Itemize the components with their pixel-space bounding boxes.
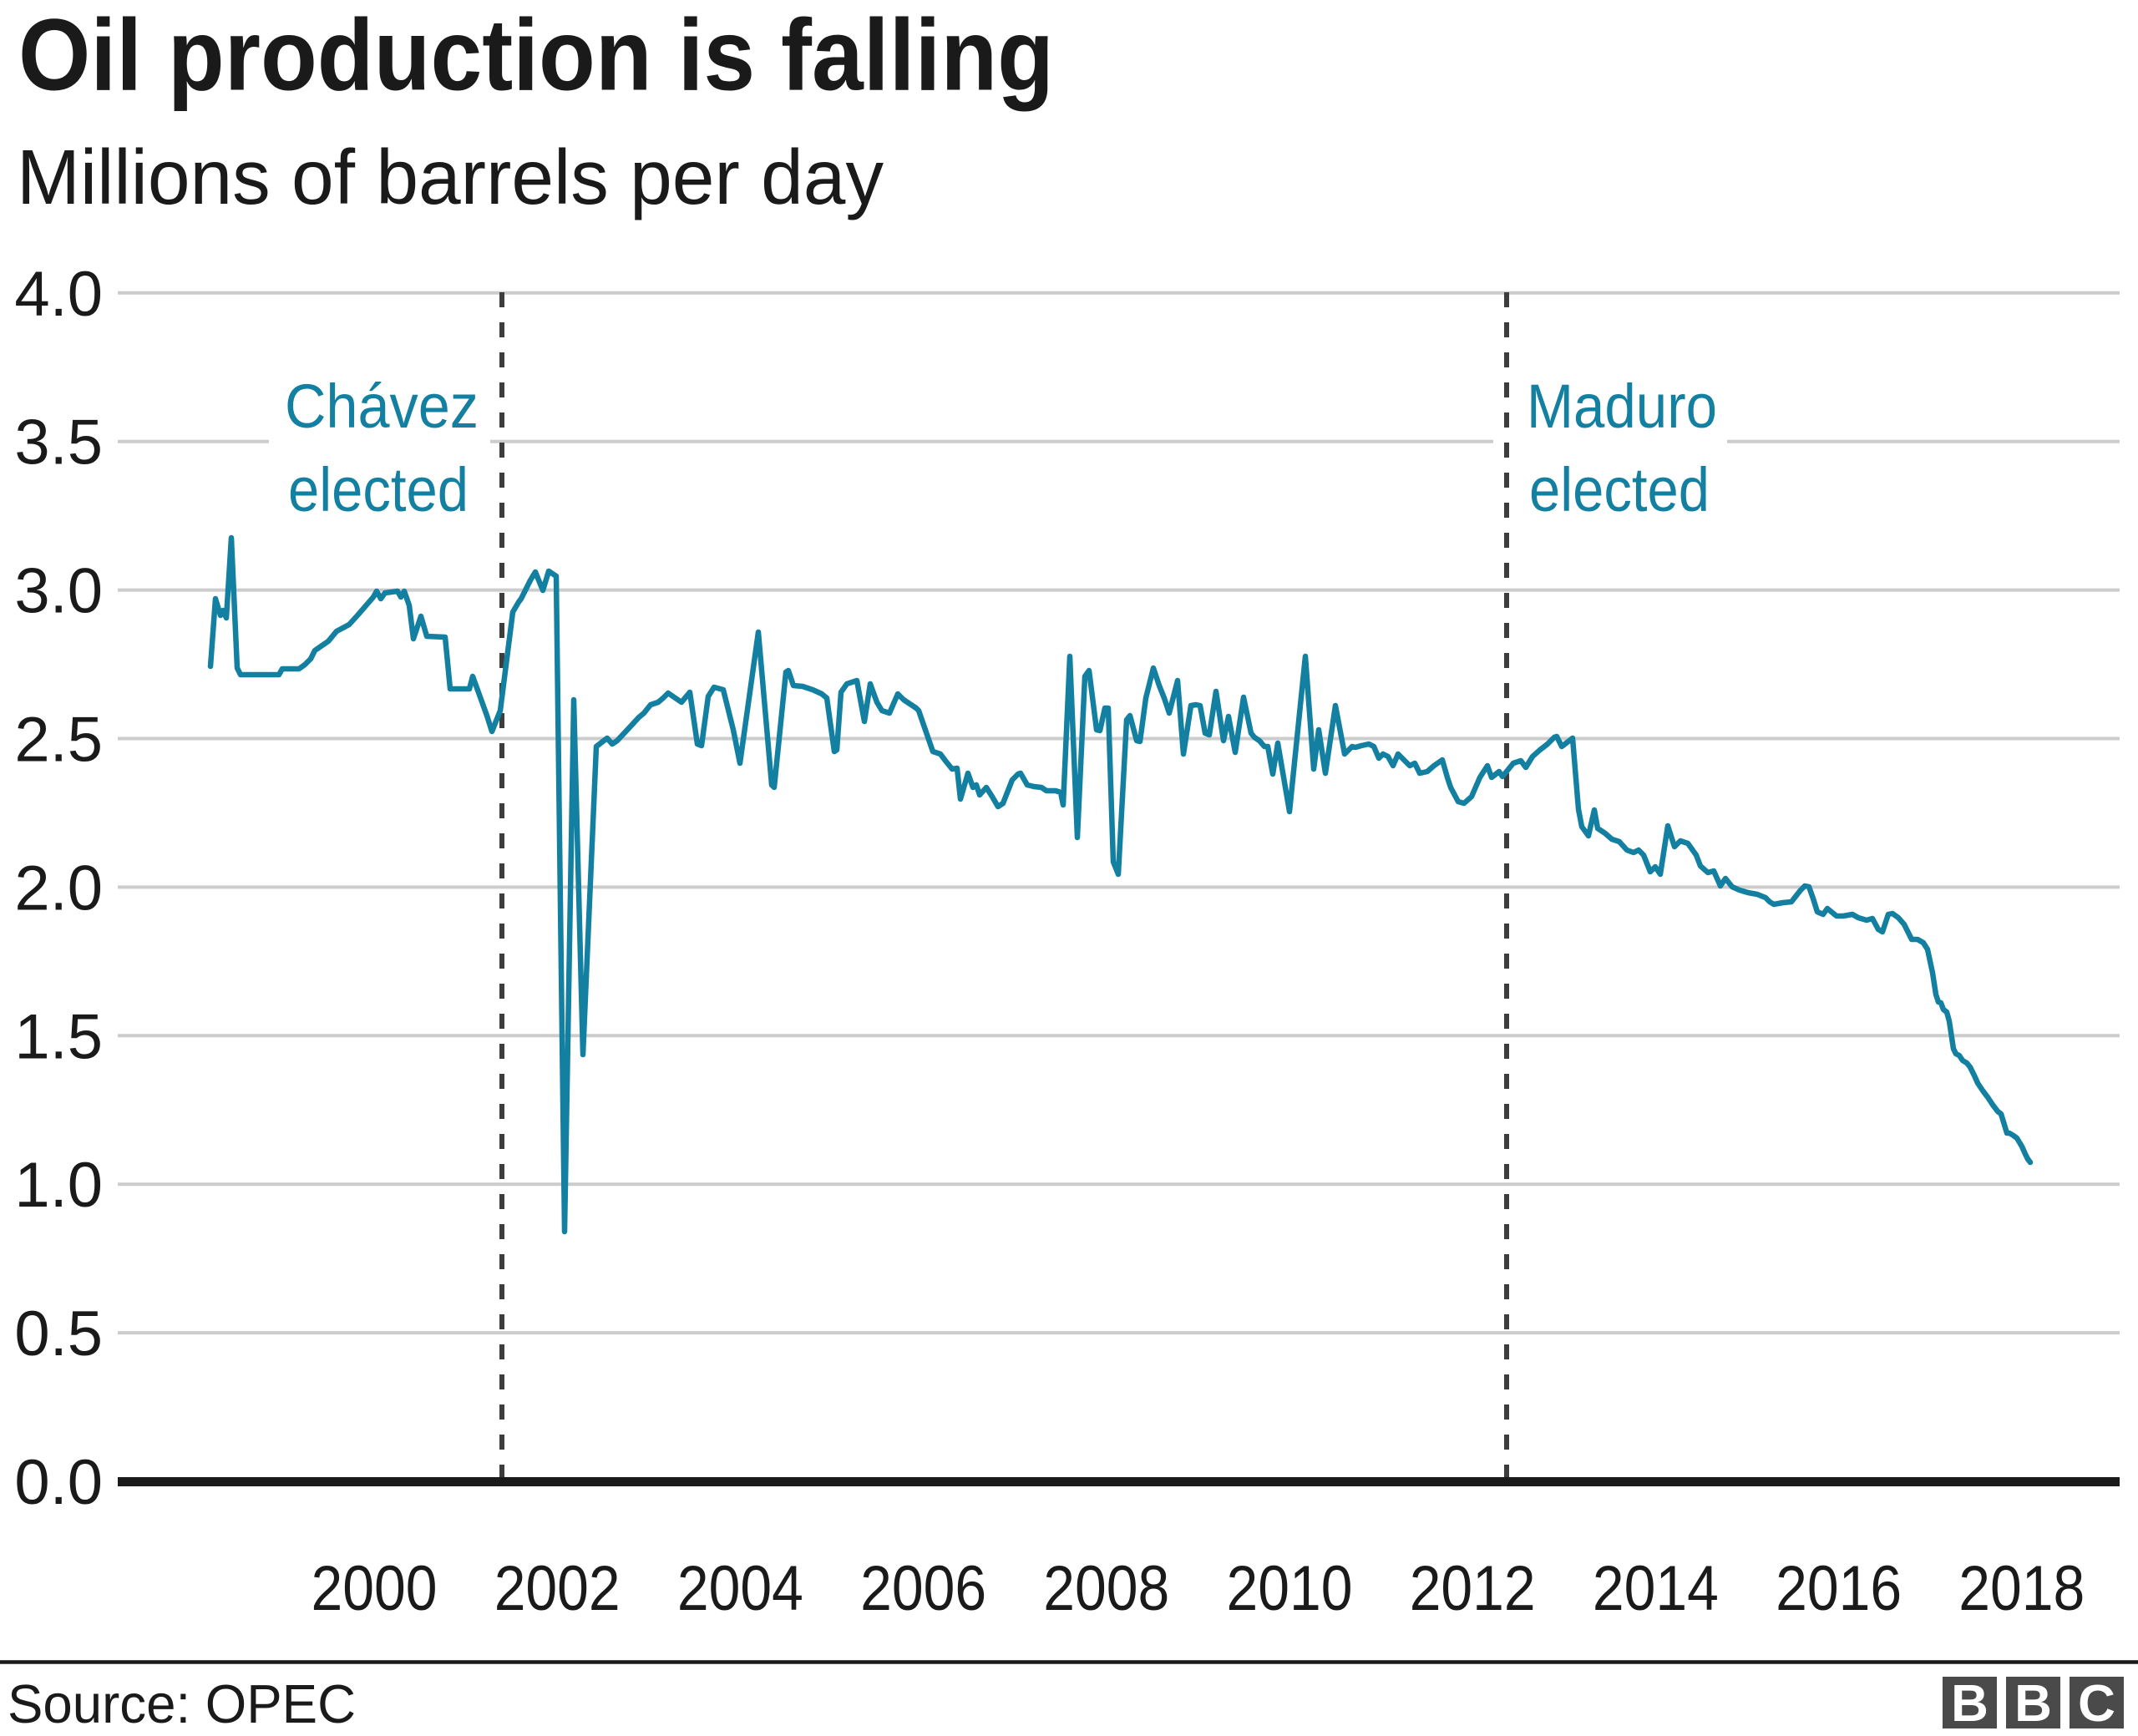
svg-text:2000: 2000 — [312, 1553, 438, 1624]
svg-text:B: B — [1951, 1675, 1989, 1733]
svg-text:2012: 2012 — [1410, 1553, 1536, 1624]
svg-text:4.0: 4.0 — [14, 259, 103, 330]
svg-text:elected: elected — [1529, 455, 1710, 524]
svg-text:Oil production is falling: Oil production is falling — [18, 0, 1054, 112]
svg-text:2006: 2006 — [860, 1553, 986, 1624]
svg-text:2010: 2010 — [1227, 1553, 1353, 1624]
svg-text:2018: 2018 — [1958, 1553, 2085, 1624]
svg-text:2.5: 2.5 — [14, 705, 103, 776]
svg-text:1.5: 1.5 — [14, 1001, 103, 1072]
svg-text:C: C — [2078, 1675, 2115, 1733]
svg-text:B: B — [2014, 1675, 2052, 1733]
svg-text:0.5: 0.5 — [14, 1298, 103, 1369]
svg-text:0.0: 0.0 — [14, 1447, 103, 1518]
svg-text:3.5: 3.5 — [14, 407, 103, 478]
svg-text:elected: elected — [288, 455, 469, 524]
svg-text:2014: 2014 — [1593, 1553, 1719, 1624]
svg-text:Source: OPEC: Source: OPEC — [8, 1673, 356, 1734]
svg-text:1.0: 1.0 — [14, 1150, 103, 1221]
svg-text:2008: 2008 — [1043, 1553, 1169, 1624]
svg-text:2004: 2004 — [677, 1553, 803, 1624]
svg-text:3.0: 3.0 — [14, 556, 103, 627]
svg-text:Chávez: Chávez — [285, 372, 479, 441]
svg-text:2.0: 2.0 — [14, 853, 103, 924]
svg-text:Millions of barrels per day: Millions of barrels per day — [17, 134, 884, 220]
svg-text:2002: 2002 — [494, 1553, 621, 1624]
svg-text:2016: 2016 — [1776, 1553, 1902, 1624]
svg-text:Maduro: Maduro — [1527, 372, 1717, 441]
